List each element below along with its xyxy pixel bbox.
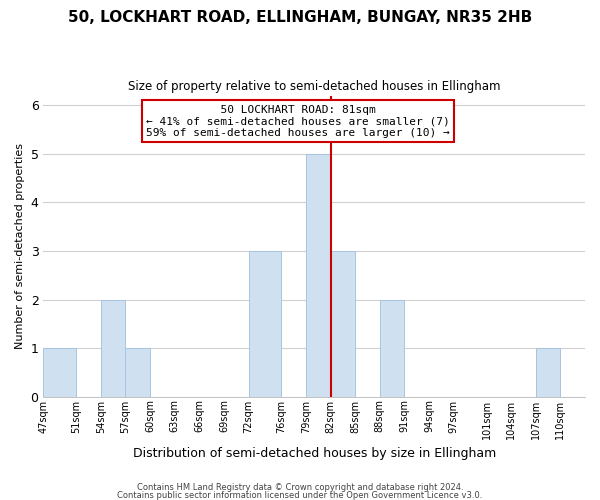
Text: 50 LOCKHART ROAD: 81sqm  
← 41% of semi-detached houses are smaller (7)
59% of s: 50 LOCKHART ROAD: 81sqm ← 41% of semi-de… [146,104,450,138]
Y-axis label: Number of semi-detached properties: Number of semi-detached properties [15,143,25,349]
Bar [125,348,150,397]
Text: 50, LOCKHART ROAD, ELLINGHAM, BUNGAY, NR35 2HB: 50, LOCKHART ROAD, ELLINGHAM, BUNGAY, NR… [68,10,532,25]
Text: Contains public sector information licensed under the Open Government Licence v3: Contains public sector information licen… [118,490,482,500]
Bar [306,154,331,396]
Bar [248,251,281,396]
Title: Size of property relative to semi-detached houses in Ellingham: Size of property relative to semi-detach… [128,80,500,93]
Bar [43,348,76,397]
Text: Contains HM Land Registry data © Crown copyright and database right 2024.: Contains HM Land Registry data © Crown c… [137,484,463,492]
Bar [101,300,125,396]
Bar [331,251,355,396]
X-axis label: Distribution of semi-detached houses by size in Ellingham: Distribution of semi-detached houses by … [133,447,496,460]
Bar [380,300,404,396]
Bar [536,348,560,397]
